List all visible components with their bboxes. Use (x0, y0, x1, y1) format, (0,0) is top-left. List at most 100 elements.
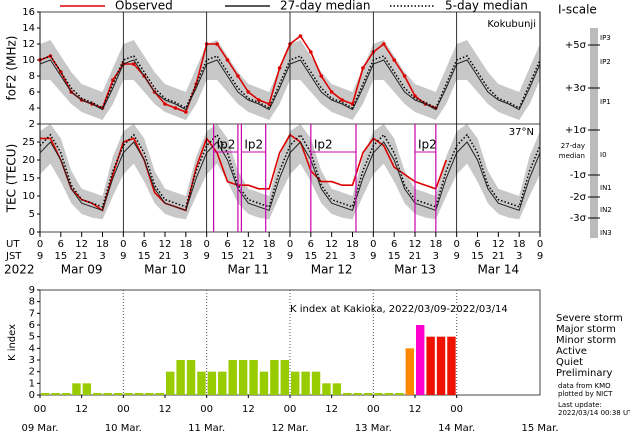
x-tick-label-jst: 3 (183, 251, 189, 262)
bar (103, 393, 112, 395)
x-tick-label-jst: 9 (203, 251, 209, 262)
date-label: 09 Mar. (21, 423, 58, 434)
x-tick-label-ut: 18 (179, 239, 192, 250)
y-tick-label: 7 (29, 308, 35, 319)
x-tick-label-jst: 15 (471, 251, 484, 262)
bar (405, 348, 414, 395)
x-tick-label-jst: 21 (409, 251, 422, 262)
legend-label: Major storm (556, 324, 616, 335)
x-tick-label: 00 (450, 404, 463, 415)
x-tick-label-jst: 9 (453, 251, 459, 262)
x-tick-label-ut: 18 (96, 239, 109, 250)
x-tick-label-ut: 0 (37, 239, 43, 250)
bar (82, 383, 92, 395)
x-tick-label-ut: 0 (203, 239, 209, 250)
bar (353, 393, 362, 395)
x-tick-label-jst: 21 (492, 251, 505, 262)
x-tick-label-ut: 0 (120, 239, 126, 250)
bar (72, 383, 81, 395)
observed-point (236, 74, 240, 78)
level-label: IP3 (600, 34, 611, 42)
bar (436, 336, 446, 395)
x-tick-label: 12 (242, 404, 255, 415)
x-tick-label-ut: 6 (308, 239, 314, 250)
x-tick-label-ut: 0 (287, 239, 293, 250)
date-label: 15 Mar. (521, 423, 558, 434)
y-tick-label: 4 (29, 103, 35, 114)
x-tick-label-jst: 15 (304, 251, 317, 262)
bar (124, 393, 133, 395)
bar (301, 371, 310, 395)
x-tick-label: 00 (284, 404, 297, 415)
day-label: Mar 10 (144, 263, 186, 277)
row-label: JST (5, 251, 22, 262)
storm-label: Ip2 (418, 138, 437, 152)
x-tick-label-jst: 21 (242, 251, 255, 262)
chart-title: K index at Kakioka, 2022/03/09-2022/03/1… (290, 304, 508, 315)
day-label: Mar 12 (311, 263, 353, 277)
x-tick-label: 12 (409, 404, 422, 415)
bar (228, 360, 237, 395)
x-tick-label: 12 (159, 404, 172, 415)
level-label: IN3 (600, 229, 612, 237)
date-label: 11 Mar. (188, 423, 225, 434)
x-tick-label-ut: 18 (429, 239, 442, 250)
bar (416, 325, 425, 395)
observed-point (256, 98, 261, 102)
year-label: 2022 (4, 263, 35, 277)
observed-point (173, 106, 178, 110)
bar (291, 371, 300, 395)
storm-label: Ip2 (217, 138, 236, 152)
observed-point (131, 62, 136, 66)
x-tick-label-ut: 6 (141, 239, 147, 250)
legend-label: 5-day median (445, 0, 528, 13)
y-tick-label: 4 (29, 343, 35, 354)
bar (93, 393, 102, 395)
bar (238, 360, 248, 395)
bar (395, 393, 404, 395)
x-tick-label-ut: 6 (474, 239, 480, 250)
x-tick-label-jst: 3 (433, 251, 439, 262)
latitude-label: 37°N (509, 127, 534, 138)
y-tick-label: 15 (22, 173, 35, 184)
y-tick-label: 0 (29, 227, 35, 238)
bar (322, 383, 331, 395)
bar (145, 393, 154, 395)
observed-point (298, 34, 303, 38)
y-tick-label: 0 (29, 390, 35, 401)
storm-label: Ip2 (244, 138, 263, 152)
observed-point (277, 66, 282, 70)
bar (134, 393, 144, 395)
bar (113, 393, 123, 395)
x-tick-label-jst: 3 (99, 251, 105, 262)
bar (259, 371, 269, 395)
sigma-label: -3σ (570, 213, 587, 224)
date-label: 14 Mar. (438, 423, 475, 434)
y-tick-label: 14 (22, 23, 35, 34)
x-tick-label-jst: 15 (54, 251, 67, 262)
observed-point (319, 74, 324, 78)
x-tick-label-jst: 21 (325, 251, 338, 262)
level-label: IN2 (600, 206, 612, 214)
x-tick-label-jst: 15 (388, 251, 401, 262)
x-tick-label-ut: 0 (370, 239, 376, 250)
x-tick-label-jst: 21 (159, 251, 172, 262)
legend-label: Preliminary (556, 368, 613, 379)
observed-point (402, 74, 407, 78)
bar (363, 393, 373, 395)
y-tick-label: 10 (22, 191, 35, 202)
level-label: IP2 (600, 58, 611, 66)
footnote: 2022/03/14 00:38 UT (558, 409, 630, 417)
x-tick-label-ut: 6 (224, 239, 230, 250)
observed-point (225, 58, 230, 62)
x-tick-label-jst: 15 (138, 251, 151, 262)
bar (270, 360, 279, 395)
y-tick-label: 6 (29, 320, 35, 331)
bar (41, 393, 50, 395)
y-tick-label: 3 (29, 355, 35, 366)
x-tick-label-ut: 12 (159, 239, 172, 250)
bar (384, 393, 394, 395)
day-label: Mar 14 (477, 263, 519, 277)
sigma-label: +3σ (565, 83, 587, 94)
